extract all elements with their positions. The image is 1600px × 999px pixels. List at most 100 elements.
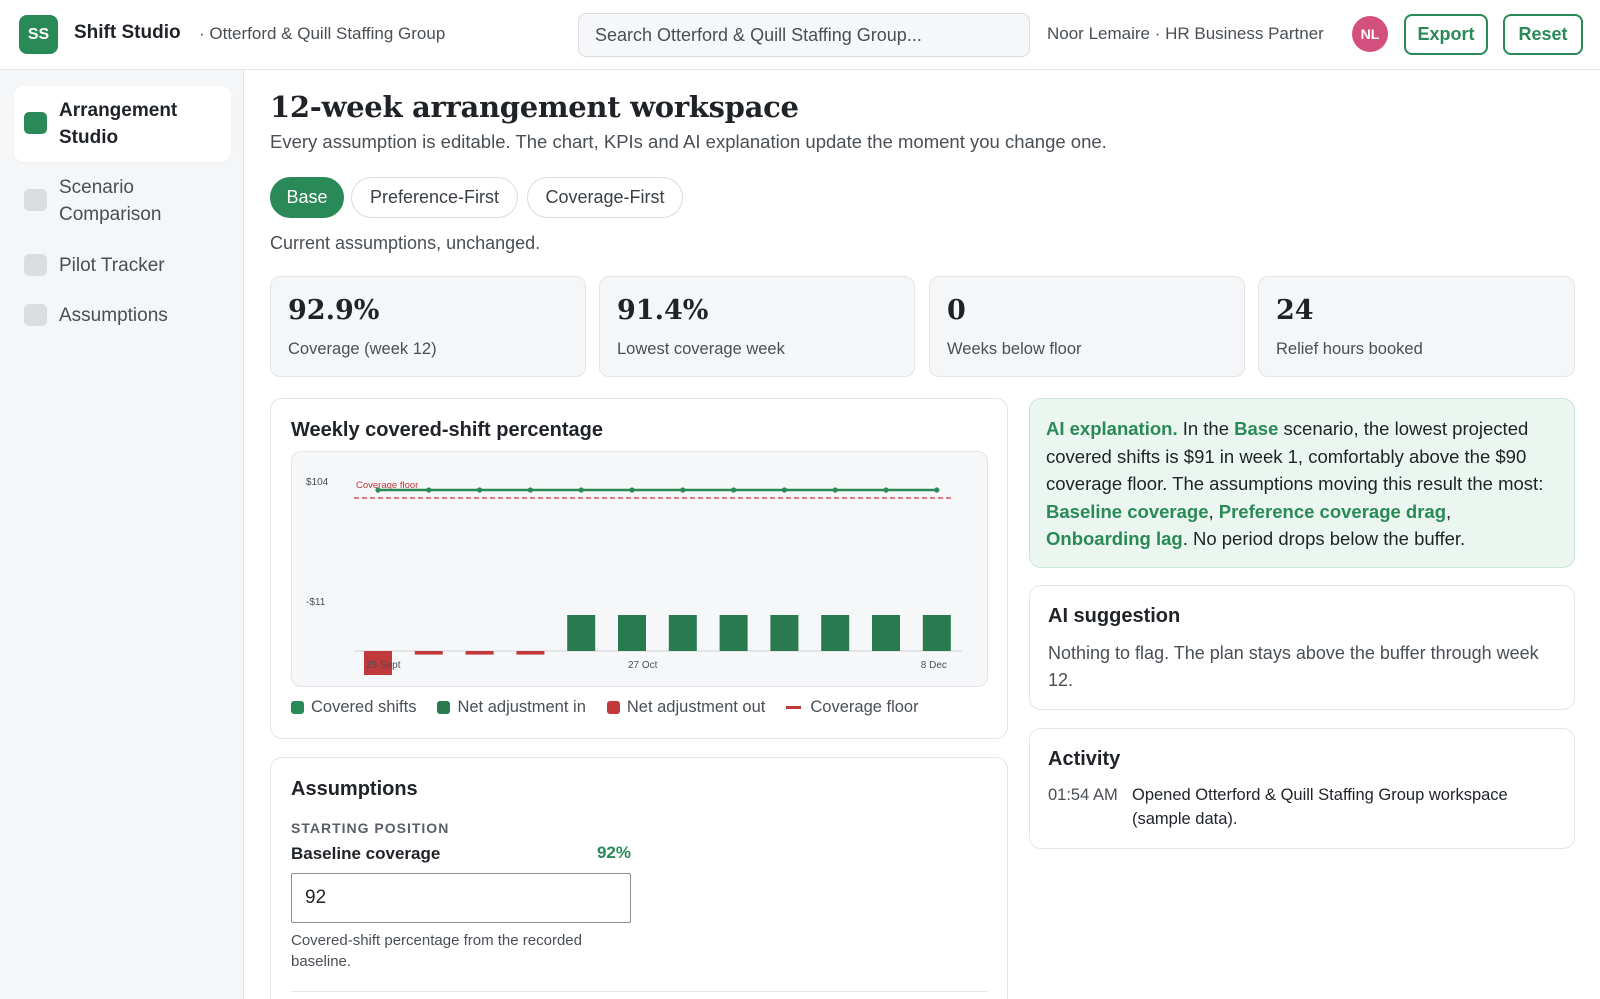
baseline-coverage-help: Covered-shift percentage from the record… bbox=[291, 932, 582, 970]
bar-net-adjustment-in bbox=[567, 615, 596, 651]
sidebar-item-pilot-tracker[interactable]: Pilot Tracker bbox=[14, 252, 231, 284]
weekly-coverage-chart: $104 -$11 Coverage floor 29 Sept 27 Oct 8 Dec bbox=[306, 477, 962, 675]
legend-item-net-adjustment-in: Net adjustment in bbox=[437, 698, 586, 717]
ai-text: , bbox=[1446, 500, 1452, 522]
assumptions-title: Assumptions bbox=[291, 778, 418, 800]
baseline-coverage-display: 92% bbox=[596, 843, 631, 862]
driver-link-baseline-coverage[interactable]: Baseline coverage bbox=[1046, 500, 1209, 522]
sidebar-item-label: Assumptions bbox=[59, 305, 168, 326]
kpi-card-coverage: 92.9% Coverage (week 12) bbox=[270, 276, 586, 377]
kpi-card-relief-hours: 24 Relief hours booked bbox=[1258, 276, 1575, 377]
sidebar-item-label: Arrangement Studio bbox=[59, 100, 178, 148]
ai-suggestion-body: Nothing to flag. The plan stays above th… bbox=[1048, 643, 1539, 690]
bar-net-adjustment-in bbox=[872, 615, 900, 651]
scenario-comparison-icon bbox=[24, 189, 47, 211]
bar-net-adjustment-in bbox=[821, 615, 850, 651]
x-tick-label: 27 Oct bbox=[628, 660, 658, 671]
baseline-coverage-input[interactable] bbox=[291, 873, 631, 923]
ai-scenario-link[interactable]: Base bbox=[1234, 418, 1279, 439]
kpi-label: Lowest coverage week bbox=[617, 340, 785, 358]
covered-shifts-point bbox=[375, 487, 381, 493]
ai-text: In the bbox=[1177, 418, 1235, 439]
kpi-card-weeks-below-floor: 0 Weeks below floor bbox=[929, 276, 1245, 377]
kpi-value: 0 bbox=[947, 295, 966, 326]
activity-card: Activity 01:54 AM Opened Otterford & Qui… bbox=[1029, 728, 1575, 849]
legend-swatch bbox=[606, 701, 620, 714]
covered-shifts-point bbox=[527, 487, 533, 493]
kpi-value: 92.9% bbox=[288, 295, 380, 326]
ai-explanation-card: AI explanation. In the Base scenario, th… bbox=[1029, 398, 1575, 568]
kpi-card-lowest-week: 91.4% Lowest coverage week bbox=[599, 276, 915, 377]
covered-shifts-point bbox=[832, 487, 838, 493]
sidebar-item-scenario-comparison[interactable]: Scenario Comparison bbox=[14, 174, 231, 234]
chart-title: Weekly covered-shift percentage bbox=[291, 419, 603, 441]
app-title: Shift Studio bbox=[74, 22, 181, 43]
bar-net-adjustment-in bbox=[922, 615, 951, 651]
driver-link-onboarding-lag[interactable]: Onboarding lag bbox=[1046, 528, 1183, 549]
sidebar: Arrangement Studio Scenario Comparison P… bbox=[0, 70, 244, 999]
bar-net-adjustment-out bbox=[364, 651, 392, 675]
chart-legend: Covered shifts Net adjustment in Net adj… bbox=[291, 698, 940, 717]
user-label: Noor Lemaire · HR Business Partner bbox=[1047, 24, 1324, 43]
kpi-label: Coverage (week 12) bbox=[288, 340, 437, 358]
tab-preference-first[interactable]: Preference-First bbox=[351, 177, 518, 218]
search-input[interactable] bbox=[578, 13, 1030, 57]
driver-link-preference-drag[interactable]: Preference coverage drag bbox=[1218, 500, 1447, 522]
covered-shifts-point bbox=[629, 487, 635, 493]
x-tick-label: 8 Dec bbox=[921, 660, 947, 671]
scenario-note: Current assumptions, unchanged. bbox=[270, 233, 541, 253]
ai-suggestion-title: AI suggestion bbox=[1048, 605, 1181, 627]
bar-net-adjustment-out bbox=[414, 651, 443, 655]
covered-shifts-point bbox=[578, 487, 584, 493]
assumptions-icon bbox=[24, 304, 47, 326]
bar-net-adjustment-in bbox=[719, 615, 748, 651]
kpi-value: 24 bbox=[1276, 295, 1314, 326]
tab-coverage-first[interactable]: Coverage-First bbox=[527, 177, 683, 218]
chart-area: $104 -$11 Coverage floor 29 Sept 27 Oct 8 Dec bbox=[291, 451, 988, 687]
legend-label: Coverage floor bbox=[810, 698, 919, 716]
export-button[interactable]: Export bbox=[1404, 14, 1488, 55]
sidebar-item-arrangement-studio[interactable]: Arrangement Studio bbox=[14, 86, 231, 162]
sidebar-item-label: Pilot Tracker bbox=[59, 255, 165, 276]
avatar[interactable]: NL bbox=[1352, 16, 1388, 52]
bar-net-adjustment-out bbox=[465, 651, 494, 655]
sidebar-item-assumptions[interactable]: Assumptions bbox=[14, 302, 231, 334]
activity-text: Opened Otterford & Quill Staffing Group … bbox=[1132, 786, 1508, 828]
activity-entry: 01:54 AM Opened Otterford & Quill Staffi… bbox=[1048, 783, 1558, 831]
bar-net-adjustment-in bbox=[618, 615, 646, 651]
app-logo[interactable]: SS bbox=[19, 15, 58, 54]
legend-label: Net adjustment out bbox=[626, 698, 766, 716]
legend-swatch bbox=[786, 706, 802, 709]
ai-explanation-heading: AI explanation. bbox=[1046, 418, 1178, 439]
pilot-tracker-icon bbox=[24, 254, 47, 276]
x-tick-label: 29 Sept bbox=[366, 660, 401, 671]
org-name: · Otterford & Quill Staffing Group bbox=[199, 24, 446, 43]
y-tick-label: $104 bbox=[306, 477, 329, 488]
covered-shifts-point bbox=[934, 487, 940, 493]
sidebar-item-label: Scenario Comparison bbox=[59, 177, 162, 225]
legend-label: Net adjustment in bbox=[457, 698, 586, 716]
assumptions-card: Assumptions STARTING POSITION Baseline c… bbox=[270, 757, 1008, 999]
covered-shifts-point bbox=[731, 487, 737, 493]
activity-title: Activity bbox=[1048, 748, 1121, 770]
ai-text: . No period drops below the buffer. bbox=[1182, 528, 1466, 549]
covered-shifts-point bbox=[883, 487, 889, 493]
tab-base[interactable]: Base bbox=[270, 177, 344, 218]
legend-swatch bbox=[291, 701, 304, 714]
legend-item-covered-shifts: Covered shifts bbox=[291, 698, 416, 717]
kpi-value: 91.4% bbox=[617, 295, 709, 326]
ai-text: scenario, the lowest projected covered s… bbox=[1046, 418, 1544, 494]
legend-swatch bbox=[437, 701, 451, 714]
divider bbox=[291, 991, 988, 992]
bar-net-adjustment-in bbox=[770, 615, 799, 651]
coverage-floor-label: Coverage floor bbox=[356, 480, 418, 491]
page-subtitle: Every assumption is editable. The chart,… bbox=[270, 131, 1107, 152]
reset-button[interactable]: Reset bbox=[1503, 14, 1583, 55]
section-heading: STARTING POSITION bbox=[291, 820, 450, 836]
legend-item-net-adjustment-out: Net adjustment out bbox=[606, 698, 766, 717]
legend-item-coverage-floor: Coverage floor bbox=[786, 698, 919, 717]
y-tick-label: -$11 bbox=[306, 597, 326, 608]
activity-time: 01:54 AM bbox=[1048, 786, 1118, 804]
bar-net-adjustment-out bbox=[516, 651, 545, 655]
covered-shifts-point bbox=[477, 487, 483, 493]
